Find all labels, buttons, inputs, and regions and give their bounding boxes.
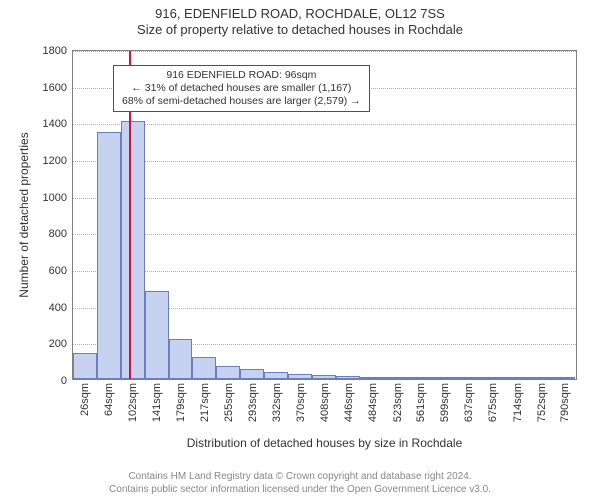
gridline [73,161,576,162]
chart-container: 916, EDENFIELD ROAD, ROCHDALE, OL12 7SS … [0,0,600,500]
x-tick-label: 408sqm [319,383,331,422]
x-tick-label: 599sqm [439,383,451,422]
gridline [73,198,576,199]
histogram-bar [73,353,97,379]
x-tick-label: 637sqm [463,383,475,422]
y-tick-label: 1000 [43,192,73,204]
histogram-bar [121,121,145,380]
histogram-bar [145,291,169,379]
x-tick-label: 484sqm [367,383,379,422]
x-tick-label: 790sqm [559,383,571,422]
x-tick-label: 64sqm [103,383,115,416]
histogram-bar [479,377,503,379]
x-tick-label: 370sqm [295,383,307,422]
footer-line-1: Contains HM Land Registry data © Crown c… [0,471,600,484]
histogram-bar [360,377,384,379]
x-tick-label: 752sqm [536,383,548,422]
histogram-bar [288,374,312,380]
x-tick-label: 714sqm [512,383,524,422]
x-tick-label: 179sqm [175,383,187,422]
y-tick-label: 1200 [43,155,73,167]
y-tick-label: 200 [49,338,73,350]
y-axis-title: Number of detached properties [17,132,31,297]
annotation-line: ← 31% of detached houses are smaller (1,… [122,82,361,95]
y-tick-label: 1800 [43,45,73,57]
y-tick-label: 800 [49,228,73,240]
histogram-bar [240,369,264,379]
title-block: 916, EDENFIELD ROAD, ROCHDALE, OL12 7SS … [0,0,600,39]
histogram-bar [384,377,408,379]
annotation-box: 916 EDENFIELD ROAD: 96sqm← 31% of detach… [113,65,370,112]
footer-line-2: Contains public sector information licen… [0,484,600,497]
x-tick-label: 675sqm [487,383,499,422]
x-tick-label: 332sqm [271,383,283,422]
gridline [73,234,576,235]
x-tick-label: 102sqm [127,383,139,422]
histogram-bar [551,377,575,379]
histogram-bar [455,377,479,379]
y-tick-label: 1600 [43,82,73,94]
footer: Contains HM Land Registry data © Crown c… [0,471,600,496]
x-tick-label: 523sqm [392,383,404,422]
y-tick-label: 0 [61,375,73,387]
title-line-2: Size of property relative to detached ho… [0,22,600,38]
x-tick-label: 446sqm [343,383,355,422]
y-tick-label: 600 [49,265,73,277]
x-tick-label: 141sqm [151,383,163,422]
gridline [73,271,576,272]
plot-area: 02004006008001000120014001600180026sqm64… [72,50,577,380]
histogram-bar [192,357,216,379]
title-line-1: 916, EDENFIELD ROAD, ROCHDALE, OL12 7SS [0,6,600,22]
histogram-bar [336,376,360,379]
x-tick-label: 26sqm [79,383,91,416]
y-tick-label: 1400 [43,118,73,130]
x-axis-title: Distribution of detached houses by size … [187,436,463,450]
histogram-bar [408,377,432,379]
histogram-bar [97,132,121,380]
histogram-bar [503,377,527,379]
histogram-bar [216,366,240,379]
x-tick-label: 293sqm [247,383,259,422]
annotation-line: 68% of semi-detached houses are larger (… [122,95,361,108]
gridline [73,124,576,125]
x-tick-label: 561sqm [415,383,427,422]
gridline [73,51,576,52]
histogram-bar [312,375,336,379]
histogram-bar [431,377,455,379]
x-tick-label: 217sqm [199,383,211,422]
histogram-bar [169,339,193,379]
histogram-bar [527,377,551,379]
y-tick-label: 400 [49,302,73,314]
x-tick-label: 255sqm [223,383,235,422]
annotation-line: 916 EDENFIELD ROAD: 96sqm [122,69,361,82]
histogram-bar [264,372,288,379]
